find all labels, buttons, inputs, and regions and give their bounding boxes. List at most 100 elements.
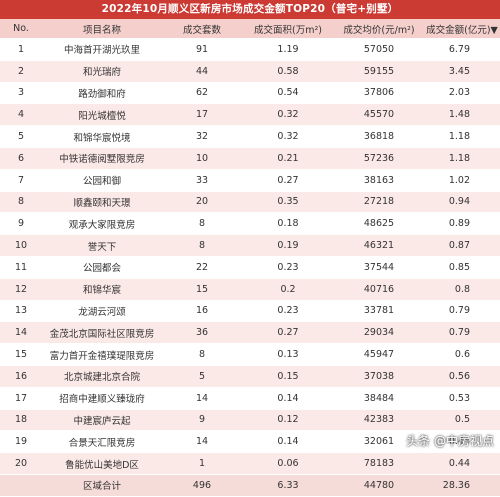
table-row: 10 誉天下 8 0.19 46321 0.87 [0, 234, 500, 257]
row-no: 20 [0, 452, 42, 475]
table-row: 5 和锦华宸悦境 32 0.32 36818 1.18 [0, 125, 500, 148]
header-no: No. [0, 19, 42, 39]
project-name: 招商中建顺义臻珑府 [42, 387, 162, 410]
amount: 0.79 [424, 300, 500, 323]
ranking-table: No. 项目名称 成交套数 成交面积(万m²) 成交均价(元/m²) 成交金额(… [0, 19, 500, 497]
amount: 2.03 [424, 82, 500, 105]
amount: 0.94 [424, 191, 500, 214]
project-name: 路劲御和府 [42, 82, 162, 105]
table-row: 3 路劲御和府 62 0.54 37806 2.03 [0, 82, 500, 105]
area-sold: 0.23 [242, 256, 334, 279]
area-sold: 0.32 [242, 103, 334, 127]
row-no: 15 [0, 343, 42, 366]
table-row: 20 鲁能优山美地D区 1 0.06 78183 0.44 [0, 452, 500, 475]
project-name: 合景天汇限竞房 [42, 430, 162, 454]
row-no: 10 [0, 234, 42, 257]
amount: 0.6 [424, 343, 500, 366]
area-sold: 0.06 [242, 452, 334, 475]
avg-price: 32061 [334, 430, 424, 454]
project-name: 和锦华宸悦境 [42, 125, 162, 148]
table-title: 2022年10月顺义区新房市场成交金额TOP20（普宅+别墅） [0, 0, 500, 19]
avg-price: 37806 [334, 82, 424, 105]
amount: 0.89 [424, 212, 500, 236]
header-project: 项目名称 [42, 19, 162, 39]
area-sold: 0.14 [242, 430, 334, 454]
table-row: 13 龙湖云河颂 16 0.23 33781 0.79 [0, 300, 500, 323]
row-no: 8 [0, 191, 42, 214]
table-row: 7 公园和御 33 0.27 38163 1.02 [0, 169, 500, 192]
avg-price: 48625 [334, 212, 424, 236]
units-sold: 14 [162, 430, 242, 454]
watermark: 头条 @中房视点 [406, 432, 494, 449]
amount: 3.45 [424, 60, 500, 83]
avg-price: 57236 [334, 147, 424, 170]
area-sold: 0.12 [242, 409, 334, 432]
amount: 0.53 [424, 387, 500, 410]
project-name: 金茂北京国际社区限竞房 [42, 321, 162, 345]
units-sold: 8 [162, 343, 242, 366]
table-row: 17 招商中建顺义臻珑府 14 0.14 38484 0.53 [0, 387, 500, 410]
project-name: 和锦华宸 [42, 278, 162, 301]
header-row: No. 项目名称 成交套数 成交面积(万m²) 成交均价(元/m²) 成交金额(… [0, 19, 500, 39]
avg-price: 46321 [334, 234, 424, 257]
units-sold: 36 [162, 321, 242, 345]
row-no: 1 [0, 38, 42, 61]
row-no: 11 [0, 256, 42, 279]
amount: 6.79 [424, 38, 500, 61]
row-no: 19 [0, 430, 42, 454]
row-no: 4 [0, 103, 42, 127]
avg-price: 40716 [334, 278, 424, 301]
table-row: 6 中铁诺德阅墅限竞房 10 0.21 57236 1.18 [0, 147, 500, 170]
units-sold: 1 [162, 452, 242, 475]
project-name: 中铁诺德阅墅限竞房 [42, 147, 162, 170]
total-row-no [0, 474, 42, 497]
table-row: 1 中海首开湖光玖里 91 1.19 57050 6.79 [0, 38, 500, 61]
total-row: 区域合计 496 6.33 44780 28.36 [0, 474, 500, 497]
avg-price: 29034 [334, 321, 424, 345]
table-row: 18 中建宸庐云起 9 0.12 42383 0.5 [0, 409, 500, 432]
area-sold: 0.32 [242, 125, 334, 148]
project-name: 公园和御 [42, 169, 162, 192]
project-name: 中海首开湖光玖里 [42, 38, 162, 61]
amount: 0.8 [424, 278, 500, 301]
amount: 1.48 [424, 103, 500, 127]
project-name: 中建宸庐云起 [42, 409, 162, 432]
avg-price: 37544 [334, 256, 424, 279]
project-name: 公园都会 [42, 256, 162, 279]
avg-price: 37038 [334, 365, 424, 388]
avg-price: 27218 [334, 191, 424, 214]
row-no: 7 [0, 169, 42, 192]
amount: 0.87 [424, 234, 500, 257]
row-no: 14 [0, 321, 42, 345]
row-no: 17 [0, 387, 42, 410]
units-sold: 62 [162, 82, 242, 105]
project-name: 富力首开金禧璞瑅限竞房 [42, 343, 162, 366]
avg-price: 45570 [334, 103, 424, 127]
project-name: 顺鑫颐和天璟 [42, 191, 162, 214]
row-no: 12 [0, 278, 42, 301]
total-project-name: 区域合计 [42, 474, 162, 497]
area-sold: 0.27 [242, 169, 334, 192]
header-price: 成交均价(元/m²) [334, 19, 424, 39]
amount: 0.56 [424, 365, 500, 388]
avg-price: 33781 [334, 300, 424, 323]
table-row: 9 观承大家限竞房 8 0.18 48625 0.89 [0, 212, 500, 236]
amount: 1.02 [424, 169, 500, 192]
row-no: 6 [0, 147, 42, 170]
area-sold: 0.19 [242, 234, 334, 257]
row-no: 2 [0, 60, 42, 83]
amount: 0.5 [424, 409, 500, 432]
area-sold: 0.21 [242, 147, 334, 170]
total-avg-price: 44780 [334, 474, 424, 497]
project-name: 和光瑞府 [42, 60, 162, 83]
amount: 0.44 [424, 452, 500, 475]
amount: 1.18 [424, 147, 500, 170]
units-sold: 22 [162, 256, 242, 279]
area-sold: 1.19 [242, 38, 334, 61]
area-sold: 0.2 [242, 278, 334, 301]
project-name: 誉天下 [42, 234, 162, 257]
table-row: 4 阳光城檀悦 17 0.32 45570 1.48 [0, 103, 500, 127]
row-no: 5 [0, 125, 42, 148]
header-amount[interactable]: 成交金额(亿元)▼ [424, 19, 500, 39]
units-sold: 33 [162, 169, 242, 192]
